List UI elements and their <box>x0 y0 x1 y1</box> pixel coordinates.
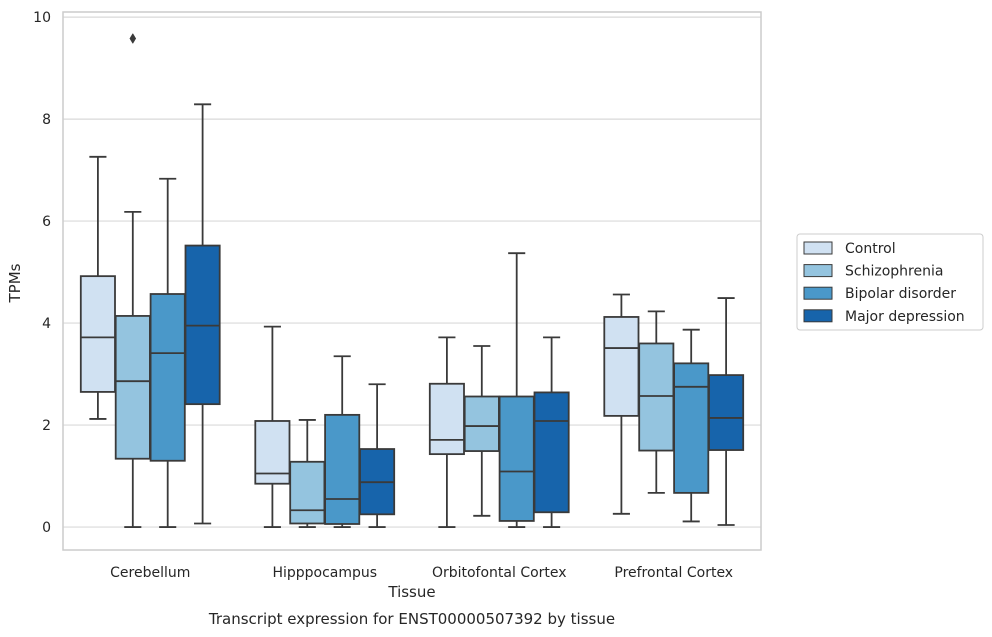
plot-area-border <box>62 11 762 551</box>
legend-label: Major depression <box>845 309 965 325</box>
legend-swatch <box>803 264 833 278</box>
y-tick-labels: 0 2 4 6 8 10 <box>33 10 51 536</box>
box-3-0 <box>603 293 640 515</box>
box-1-1 <box>289 419 326 528</box>
x-axis-label: Tissue <box>387 583 435 601</box>
iqr-box <box>289 460 326 525</box>
y-axis-label: TPMs <box>6 263 24 303</box>
legend-label: Control <box>845 241 896 257</box>
x-tick-label: Prefrontal Cortex <box>614 565 733 581</box>
iqr-box <box>463 395 500 452</box>
box-3-1 <box>638 310 675 494</box>
legend-label: Schizophrenia <box>845 264 943 280</box>
box-2-3 <box>533 336 570 528</box>
box-3-2 <box>673 328 710 523</box>
outlier-point <box>129 33 137 45</box>
y-tick-label: 10 <box>33 10 51 26</box>
legend-swatch <box>803 286 833 300</box>
box-1-3 <box>359 383 396 528</box>
box-2-0 <box>428 336 465 528</box>
iqr-box <box>149 293 186 462</box>
y-tick-label: 6 <box>42 214 51 230</box>
y-tick-label: 0 <box>42 520 51 536</box>
iqr-box <box>638 342 675 452</box>
box-1-0 <box>254 325 291 528</box>
iqr-box <box>533 391 570 514</box>
box-0-2 <box>149 177 186 528</box>
iqr-box <box>498 395 535 522</box>
y-tick-label: 8 <box>42 112 51 128</box>
box-0-3 <box>184 103 221 525</box>
box-plot-boxes <box>79 33 745 528</box>
x-tick-labels: Cerebellum Hipppocampus Orbitofontal Corte… <box>110 565 733 581</box>
iqr-box <box>673 362 710 494</box>
box-2-1 <box>463 345 500 517</box>
iqr-box <box>114 315 151 460</box>
iqr-box <box>603 316 640 417</box>
legend-swatch <box>803 309 833 323</box>
chart-caption: Transcript expression for ENST0000050739… <box>208 610 615 628</box>
box-0-1 <box>114 33 151 528</box>
y-tick-label: 2 <box>42 418 51 434</box>
x-tick-label: Orbitofontal Cortex <box>432 565 567 581</box>
iqr-box <box>428 382 465 456</box>
legend: Control Schizophrenia Bipolar disorder Majo… <box>796 233 984 331</box>
iqr-box <box>708 374 745 451</box>
iqr-box <box>79 275 116 393</box>
box-2-2 <box>498 252 535 528</box>
box-1-2 <box>324 355 361 528</box>
iqr-box <box>324 413 361 525</box>
box-0-0 <box>79 155 116 420</box>
x-tick-label: Hipppocampus <box>272 565 377 581</box>
legend-swatch <box>803 241 833 255</box>
x-tick-label: Cerebellum <box>110 565 190 581</box>
legend-frame <box>796 233 984 331</box>
legend-label: Bipolar disorder <box>845 286 956 302</box>
box-3-3 <box>708 297 745 526</box>
y-tick-label: 4 <box>42 316 51 332</box>
